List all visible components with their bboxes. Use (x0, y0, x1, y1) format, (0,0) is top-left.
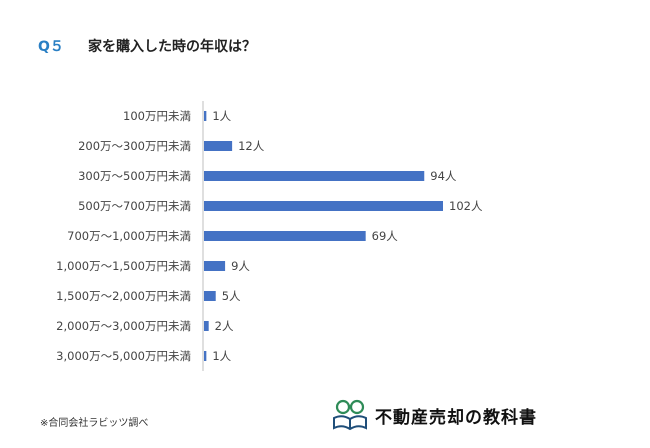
category-label: 300万～500万円未満 (78, 169, 191, 183)
data-label: 12人 (238, 139, 265, 153)
bar (204, 291, 216, 301)
category-label: 200万～300万円未満 (78, 139, 191, 153)
bar (204, 201, 443, 211)
logo-text: 不動産売却の教科書 (375, 407, 537, 428)
bars (204, 111, 443, 361)
category-label: 1,500万～2,000万円未満 (56, 289, 191, 303)
category-label: 1,000万～1,500万円未満 (56, 259, 191, 273)
bar (204, 111, 207, 121)
data-label: 9人 (231, 259, 250, 273)
category-labels: 100万円未満 200万～300万円未満 300万～500万円未満 500万～700万… (56, 109, 191, 363)
value-labels: 1人 12人 94人 102人 69人 9人 5人 2人 1人 (212, 109, 483, 363)
bar (204, 321, 209, 331)
bar (204, 261, 226, 271)
bar (204, 231, 366, 241)
bar (204, 141, 233, 151)
glasses-book-icon (333, 399, 367, 431)
category-label: 3,000万～5,000万円未満 (56, 349, 191, 363)
footnote: ※合同会社ラビッツ調べ (40, 418, 149, 429)
data-label: 2人 (215, 319, 234, 333)
data-label: 94人 (430, 169, 457, 183)
bar-chart: 100万円未満 200万～300万円未満 300万～500万円未満 500万～700万… (56, 101, 483, 371)
category-label: 2,000万～3,000万円未満 (56, 319, 191, 333)
bar (204, 171, 425, 181)
site-logo: 不動産売却の教科書 (331, 398, 537, 432)
category-label: 100万円未満 (123, 109, 191, 123)
question-title: 家を購入した時の年収は？ (88, 39, 256, 55)
bar (204, 351, 207, 361)
question-number: Q５ (38, 39, 64, 55)
data-label: 69人 (372, 229, 399, 243)
data-label: 1人 (212, 349, 231, 363)
category-label: 700万～1,000万円未満 (67, 229, 191, 243)
data-label: 5人 (222, 289, 241, 303)
data-label: 102人 (449, 199, 483, 213)
category-label: 500万～700万円未満 (78, 199, 191, 213)
data-label: 1人 (212, 109, 231, 123)
